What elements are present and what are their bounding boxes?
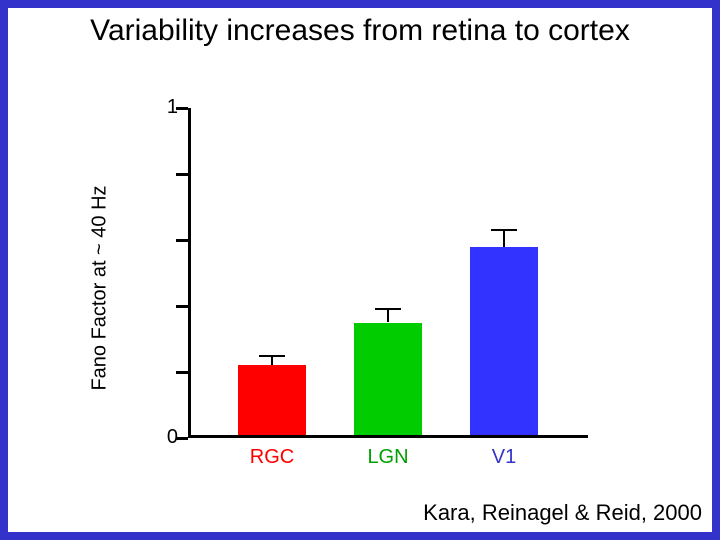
bar-chart: Fano Factor at ~ 40 Hz 01 RGC LGN V1 (88, 108, 608, 468)
x-tick-label-rgc: RGC (232, 446, 312, 469)
y-axis (188, 108, 191, 438)
x-tick-label-lgn: LGN (348, 446, 428, 469)
errorbar-stem (271, 356, 273, 366)
y-tick-label: 1 (154, 96, 178, 119)
errorbar-cap (491, 229, 517, 231)
x-axis (188, 435, 588, 438)
y-axis-label: Fano Factor at ~ 40 Hz (89, 185, 112, 390)
bar-rgc (238, 365, 306, 435)
slide-title: Variability increases from retina to cor… (8, 14, 712, 48)
y-tick (176, 173, 188, 176)
citation: Kara, Reinagel & Reid, 2000 (423, 500, 702, 526)
errorbar-cap (259, 355, 285, 357)
errorbar-stem (503, 230, 505, 247)
errorbar-cap (375, 308, 401, 310)
slide-frame: Variability increases from retina to cor… (0, 0, 720, 540)
slide-inner: Variability increases from retina to cor… (8, 8, 712, 532)
y-tick (176, 305, 188, 308)
y-tick (176, 371, 188, 374)
bar-lgn (354, 323, 422, 436)
x-tick-label-v1: V1 (464, 446, 544, 469)
errorbar-stem (387, 309, 389, 322)
bar-v1 (470, 247, 538, 435)
y-tick (176, 239, 188, 242)
plot-area: 01 (188, 108, 588, 438)
y-tick-label: 0 (154, 426, 178, 449)
